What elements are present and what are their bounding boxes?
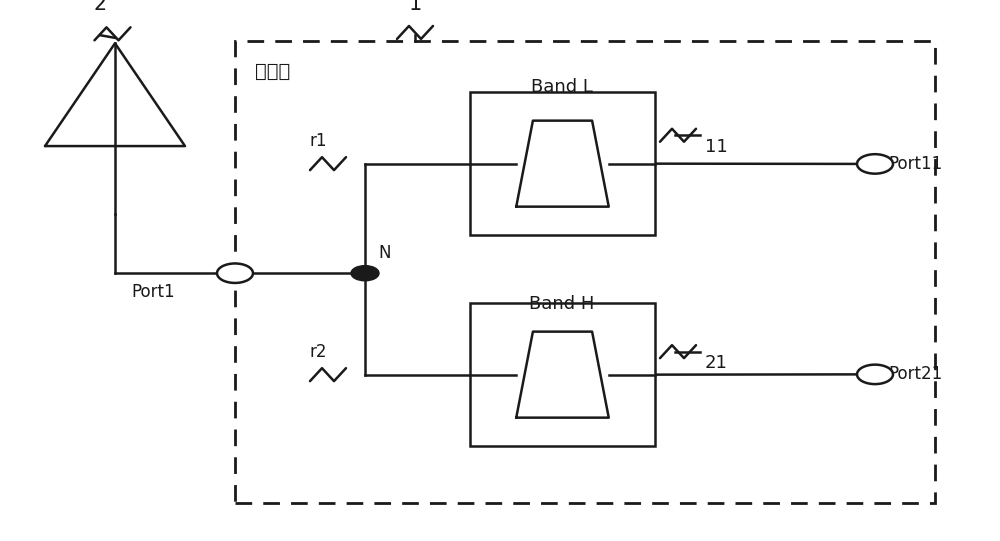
- Text: 多工器: 多工器: [255, 62, 290, 81]
- Circle shape: [857, 365, 893, 384]
- Text: 11: 11: [705, 138, 728, 156]
- Text: Band H: Band H: [529, 295, 595, 313]
- Text: r2: r2: [309, 343, 327, 361]
- Text: 1: 1: [408, 0, 422, 14]
- Circle shape: [351, 266, 379, 281]
- Text: 2: 2: [93, 0, 107, 14]
- Circle shape: [857, 154, 893, 174]
- Circle shape: [217, 263, 253, 283]
- Text: Port11: Port11: [888, 155, 942, 173]
- Text: Band L: Band L: [531, 78, 593, 96]
- Text: Port21: Port21: [888, 365, 942, 384]
- Bar: [470, 303, 655, 446]
- Text: 21: 21: [705, 354, 728, 372]
- Text: r1: r1: [309, 132, 327, 150]
- Text: Port1: Port1: [131, 283, 175, 301]
- Bar: [470, 92, 655, 235]
- Text: N: N: [378, 245, 390, 262]
